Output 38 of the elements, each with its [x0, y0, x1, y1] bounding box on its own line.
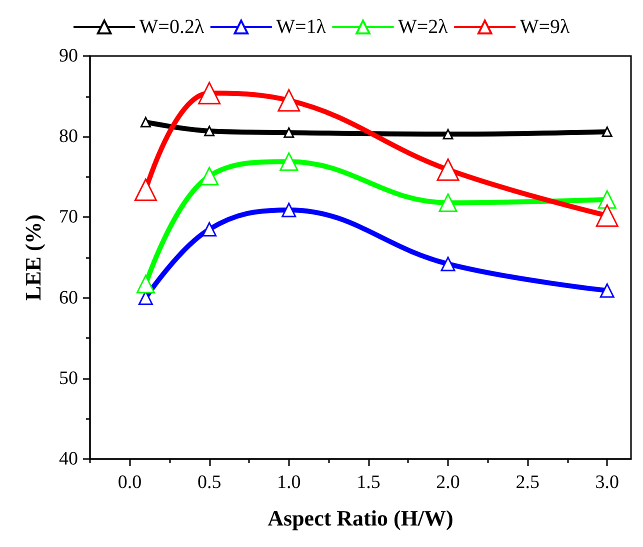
- x-tick-label: 2.0: [436, 472, 460, 493]
- point: [140, 116, 151, 128]
- point: [280, 152, 298, 171]
- x-tick-label: 0.5: [197, 472, 222, 493]
- point: [278, 89, 300, 112]
- point: [442, 128, 454, 140]
- point: [198, 82, 221, 104]
- point: [602, 126, 612, 138]
- x-tick-label: 2.5: [516, 472, 540, 493]
- x-axis-title: Aspect Ratio (H/W): [268, 506, 454, 530]
- point: [202, 222, 217, 237]
- point: [600, 283, 614, 298]
- x-tick-label: 1.5: [356, 472, 380, 493]
- legend-label: W=1λ: [276, 16, 326, 38]
- x-tick-label: 3.0: [595, 472, 620, 493]
- point: [204, 126, 215, 136]
- point: [136, 274, 155, 294]
- point: [598, 190, 616, 209]
- x-tick-label: 0.0: [118, 472, 142, 493]
- legend-label: W=0.2λ: [139, 16, 204, 38]
- legend-label: W=9λ: [520, 16, 570, 38]
- y-tick-label: 70: [59, 206, 78, 228]
- y-tick-label: 80: [59, 126, 78, 148]
- y-tick-label: 40: [59, 448, 78, 470]
- point: [596, 204, 618, 227]
- point: [282, 202, 296, 218]
- point: [440, 256, 456, 272]
- y-tick-label: 60: [59, 287, 78, 308]
- legend-label: W=2λ: [398, 16, 448, 38]
- point: [134, 178, 157, 202]
- y-tick-label: 50: [59, 368, 78, 389]
- point: [436, 158, 460, 181]
- point: [200, 166, 219, 186]
- y-axis-title: LEE (%): [20, 214, 46, 301]
- point: [284, 127, 294, 138]
- point: [438, 193, 458, 212]
- y-tick-label: 90: [59, 46, 78, 66]
- x-tick-label: 1.0: [277, 472, 301, 493]
